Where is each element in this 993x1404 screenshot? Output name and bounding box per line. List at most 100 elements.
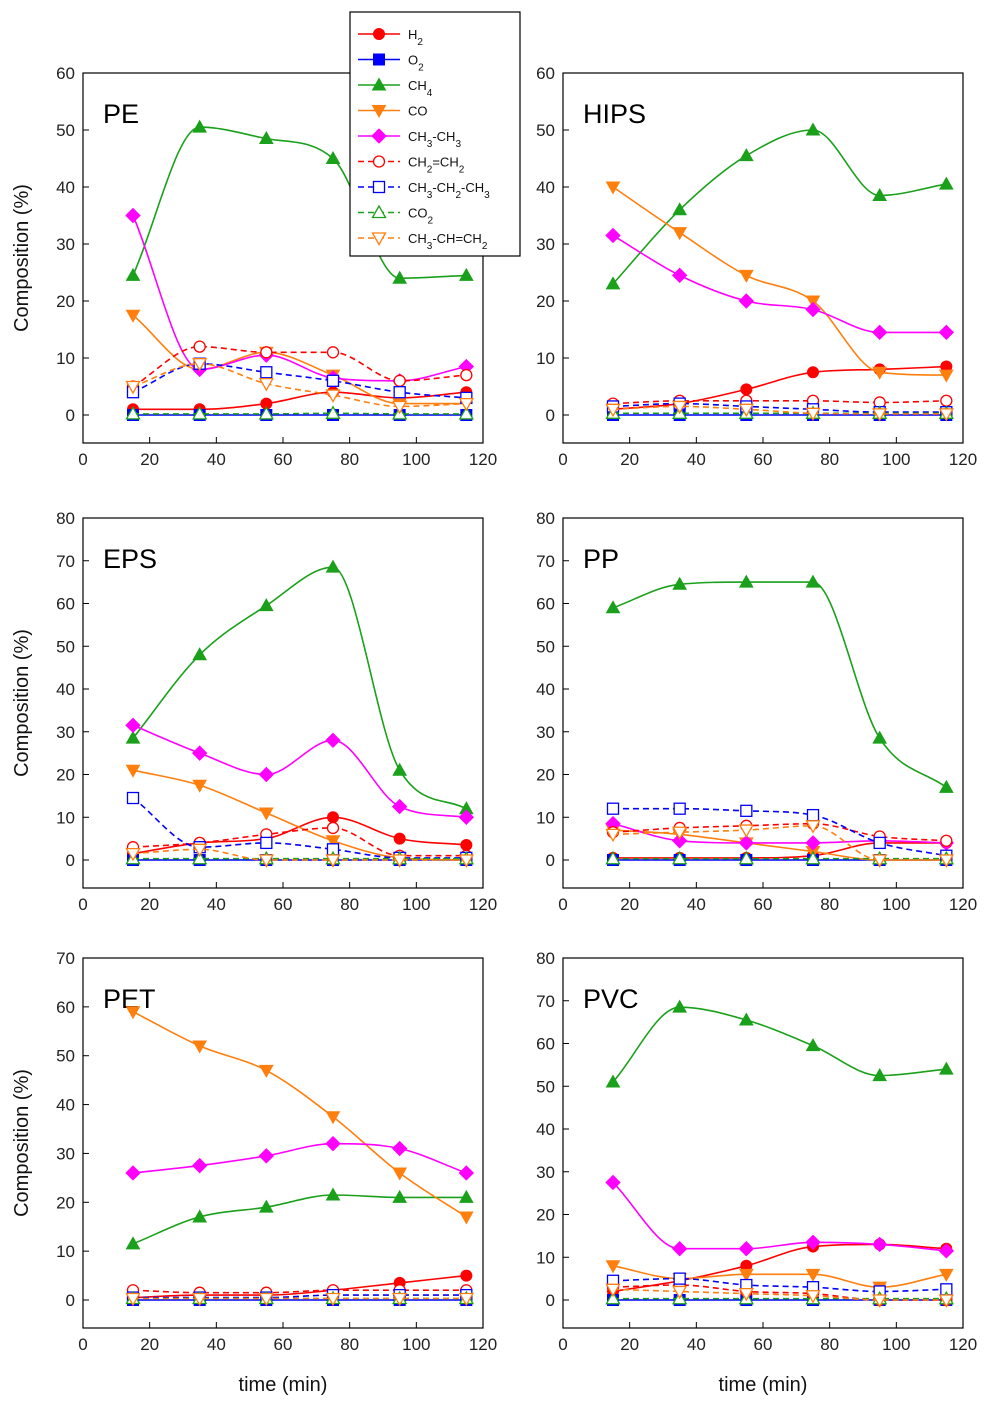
series-propylene [125, 1292, 474, 1307]
data-point-ch4 [392, 270, 408, 284]
data-point-co [738, 1268, 754, 1282]
x-axis-title: time (min) [239, 1374, 328, 1396]
data-point-ethane [325, 1135, 341, 1152]
data-point-co [258, 1064, 274, 1078]
data-point-ch4 [738, 1012, 754, 1026]
data-point-h2 [327, 811, 339, 824]
series-h2 [607, 360, 953, 416]
data-point-ch4 [872, 188, 888, 202]
data-point-propylene [258, 854, 274, 868]
x-tick-label: 60 [754, 895, 773, 914]
data-point-co2 [325, 405, 341, 419]
y-tick-label: 10 [536, 349, 555, 368]
y-tick-label: 80 [56, 509, 75, 528]
data-point-propylene [458, 397, 474, 412]
series-line-propylene [612, 405, 947, 415]
data-point-ch4 [738, 148, 754, 162]
data-point-ethane [605, 1174, 621, 1191]
data-point-ethane [191, 745, 208, 761]
series-h2 [127, 1269, 473, 1304]
y-tick-label: 30 [56, 235, 75, 254]
series-line-ch4 [612, 1006, 947, 1083]
data-point-co [325, 835, 341, 849]
series-ethane [605, 1174, 955, 1259]
panel-label: PP [583, 544, 619, 574]
data-point-ethane [325, 732, 341, 749]
data-point-ch4 [458, 267, 474, 281]
data-point-ethane [458, 809, 475, 825]
panel-label: EPS [103, 544, 157, 574]
series-h2 [127, 811, 473, 860]
y-tick-label: 10 [56, 1242, 75, 1261]
series-co [125, 309, 474, 412]
data-point-propylene [805, 1290, 821, 1304]
data-point-ethane [805, 301, 821, 318]
data-point-propane [873, 836, 886, 850]
data-point-propylene [672, 826, 688, 841]
data-point-propylene [325, 1292, 341, 1307]
y-tick-label: 50 [56, 1047, 75, 1066]
y-tick-label: 60 [536, 64, 555, 83]
data-point-co [258, 807, 274, 821]
data-point-ethane [125, 1165, 141, 1181]
chart-panel-pp: 0 20 40 60 80 100 120 0 10 20 30 40 50 60 70 80 PP [536, 509, 977, 914]
y-tick-label: 30 [56, 723, 75, 742]
data-point-propylene [672, 1285, 688, 1300]
data-point-ch4 [605, 600, 621, 614]
data-point-propylene [605, 403, 621, 418]
series-line-ethane [132, 724, 467, 819]
data-point-propylene [125, 847, 141, 862]
data-point-ch4 [458, 1189, 474, 1203]
data-point-propylene [738, 403, 754, 418]
data-point-ch4 [805, 574, 821, 588]
x-tick-label: 0 [558, 450, 567, 469]
legend-entry-h2: H2 [358, 27, 423, 48]
y-tick-label: 40 [56, 680, 75, 699]
y-tick-label: 70 [56, 552, 75, 571]
x-tick-label: 20 [620, 895, 639, 914]
legend-entry-ethylene: CH2=CH2 [358, 155, 465, 175]
x-tick-label: 100 [402, 895, 430, 914]
data-point-propylene [258, 1292, 274, 1307]
data-point-propylene [392, 854, 408, 868]
legend-marker-co [371, 105, 387, 119]
legend-marker-propylene [371, 232, 387, 246]
data-point-ch4 [192, 647, 208, 661]
series-propane [126, 1288, 473, 1304]
series-line-propane [612, 402, 947, 413]
x-axis-title: time (min) [719, 1374, 808, 1396]
series-co2 [605, 405, 954, 419]
series-ch4 [125, 559, 474, 815]
data-point-co [805, 295, 821, 309]
series-line-ch4 [612, 581, 947, 788]
legend-label: CO2 [408, 206, 434, 227]
x-tick-label: 100 [402, 450, 430, 469]
series-propylene [605, 1283, 954, 1308]
y-tick-label: 20 [56, 766, 75, 785]
y-tick-label: 40 [536, 178, 555, 197]
series-line-propane [613, 807, 947, 857]
data-point-co2 [738, 850, 754, 865]
series-line-h2 [132, 816, 467, 855]
legend-marker-co2 [371, 204, 387, 219]
x-tick-label: 60 [274, 1335, 293, 1354]
data-point-propane [673, 802, 686, 815]
legend-marker-propane [372, 180, 386, 194]
legend-entry-o2: O2 [358, 53, 424, 73]
series-line-ethane [612, 234, 947, 334]
y-tick-label: 40 [56, 178, 75, 197]
x-tick-label: 120 [949, 895, 977, 914]
data-point-co [938, 369, 954, 383]
data-point-ethane [258, 766, 275, 783]
y-tick-label: 70 [536, 552, 555, 571]
y-tick-label: 70 [536, 992, 555, 1011]
data-point-ch4 [938, 779, 954, 793]
data-point-ethane [938, 1243, 955, 1259]
y-tick-label: 20 [536, 1206, 555, 1225]
series-line-ch4 [612, 129, 947, 285]
data-point-ch4 [605, 276, 621, 290]
y-tick-label: 20 [536, 766, 555, 785]
data-point-ethane [738, 835, 755, 851]
chart-panel-pet: 0 20 40 60 80 100 120010203040506070PETComposi… [11, 949, 497, 1396]
data-point-ch4 [258, 131, 274, 145]
